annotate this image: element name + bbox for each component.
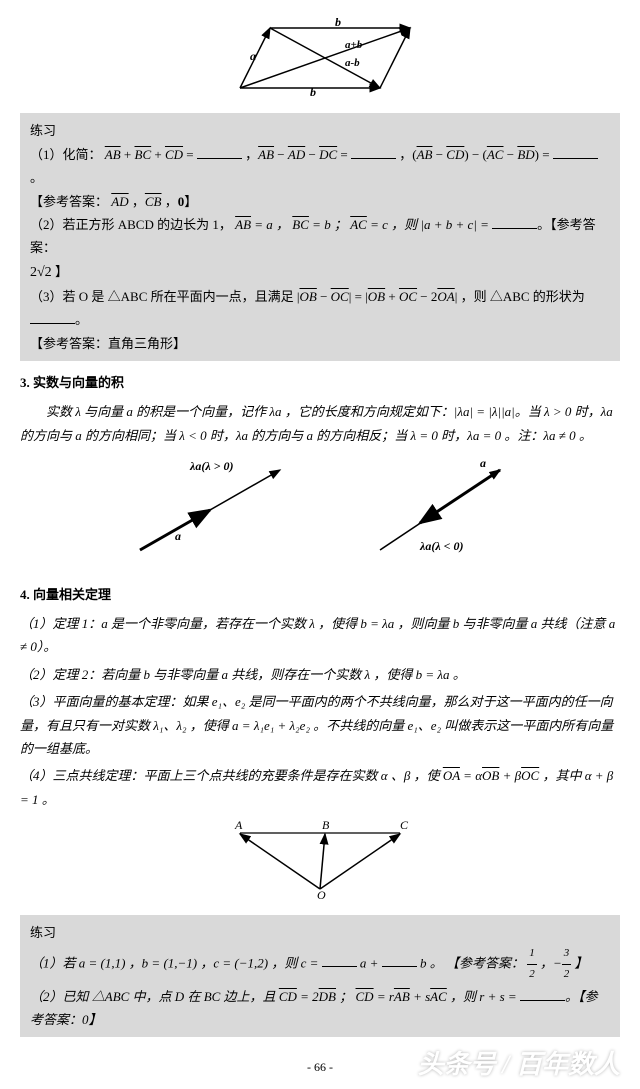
theorem-2: （2）定理 2：若向量 b 与非零向量 a 共线，则存在一个实数 λ ，使得 b… (20, 663, 620, 686)
label-a-minus-b: a-b (345, 57, 360, 69)
label-C: C (400, 819, 409, 832)
exercise1-q2: （2）若正方形 ABCD 的边长为 1， AB = a ， BC = b ； A… (30, 213, 610, 260)
collinear-diagram: A B C O (20, 819, 620, 906)
exercise2-q1: （1）若 a = (1,1) ，b = (1,−1) ，c = (−1,2) ，… (30, 944, 610, 985)
exercise1-ans1: 【参考答案： AD ，CB ，0】 (30, 190, 610, 213)
label-A: A (234, 819, 243, 832)
label-a-plus-b: a+b (345, 39, 363, 51)
parallelogram-diagram: a b b a+b a-b (20, 18, 620, 105)
exercise1-header: 练习 (30, 119, 610, 142)
exercise1-q1: （1）化简： AB + BC + CD = ，AB − AD − DC = ，(… (30, 143, 610, 190)
exercise2-header: 练习 (30, 921, 610, 944)
theorem-3: （3）平面向量的基本定理：如果 e₁、e₂ 是同一平面内的两个不共线向量，那么对… (20, 690, 620, 760)
theorem-4: （4）三点共线定理：平面上三个点共线的充要条件是存在实数 α 、β ，使 OA … (20, 764, 620, 811)
label-a-neg: a (480, 456, 486, 470)
label-b-top: b (335, 18, 341, 29)
section3-title: 3. 实数与向量的积 (20, 371, 620, 394)
theorem-1: （1）定理 1：a 是一个非零向量，若存在一个实数 λ ，使得 b = λa ，… (20, 612, 620, 659)
exercise1-ans3: 【参考答案：直角三角形】 (30, 332, 610, 355)
label-lambda-neg: λa(λ < 0) (419, 539, 463, 553)
label-lambda-pos: λa(λ > 0) (189, 459, 233, 473)
watermark: 头条号 / 百年数人 (418, 1042, 620, 1089)
label-B: B (322, 819, 330, 832)
exercise1-ans2: 2√2 】 (30, 260, 610, 285)
scalar-mult-diagram: λa(λ > 0) a a λa(λ < 0) (20, 455, 620, 572)
exercise1-q3: （3）若 O 是 △ABC 所在平面内一点，且满足 |OB − OC| = |O… (30, 285, 610, 332)
label-a-pos: a (175, 529, 181, 543)
label-O: O (317, 888, 326, 899)
exercise2-q2: （2）已知 △ABC 中，点 D 在 BC 边上，且 CD = 2DB ； CD… (30, 985, 610, 1032)
exercise-box-1: 练习 （1）化简： AB + BC + CD = ，AB − AD − DC =… (20, 113, 620, 361)
label-a-left: a (250, 49, 256, 63)
section3-text: 实数 λ 与向量 a 的积是一个向量，记作 λa ，它的长度和方向规定如下：|λ… (20, 400, 620, 447)
section4-title: 4. 向量相关定理 (20, 583, 620, 606)
label-b-bottom: b (310, 85, 316, 98)
